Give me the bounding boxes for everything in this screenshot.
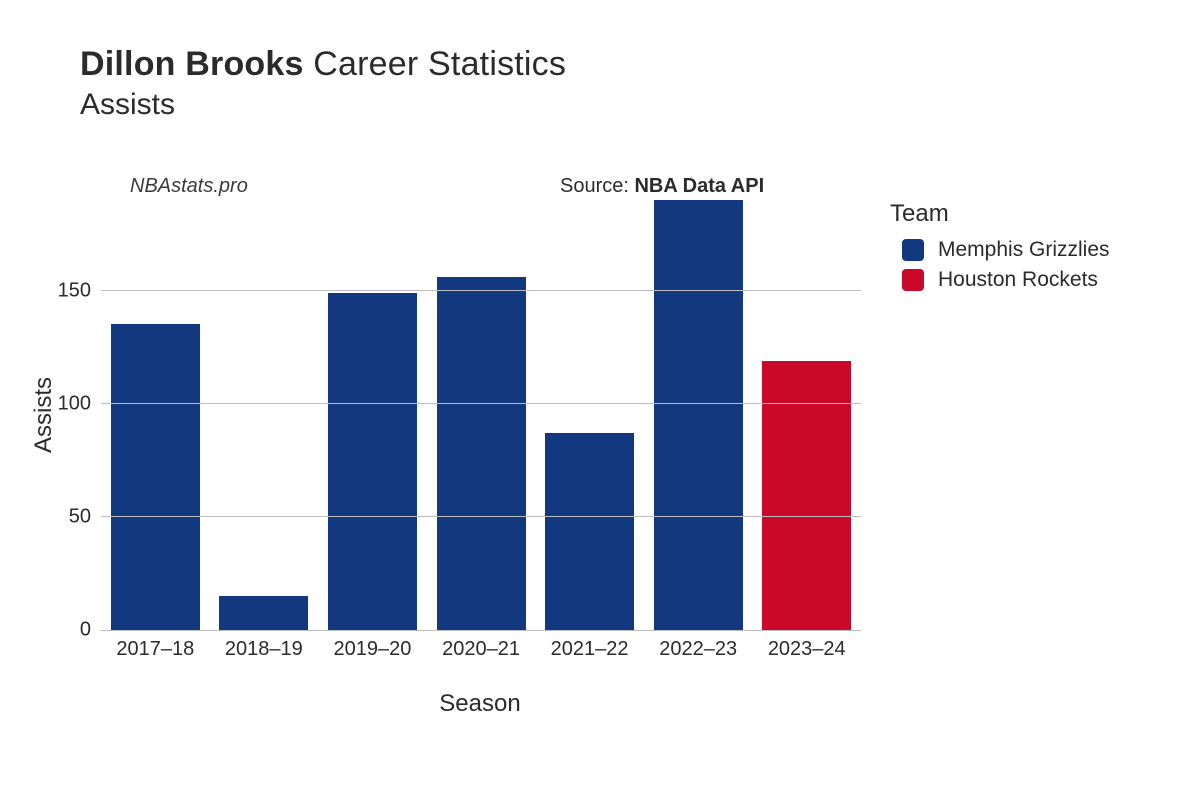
x-tick-label: 2022–23 [659,630,737,661]
legend-label: Houston Rockets [938,268,1098,292]
legend-title: Team [890,200,1110,228]
bars-group: 2017–182018–192019–202020–212021–222022–… [101,200,861,630]
x-tick-label: 2021–22 [551,630,629,661]
y-axis-title: Assists [32,200,56,630]
gridline [101,516,861,517]
bar [654,200,743,630]
chart-container: Dillon Brooks Career Statistics Assists … [0,0,1200,800]
gridline [101,290,861,291]
plot-area: 2017–182018–192019–202020–212021–222022–… [100,200,861,631]
source-prefix: Source: [560,175,634,197]
title-suffix: Career Statistics [313,45,566,83]
bar-slot: 2022–23 [644,200,753,630]
x-tick-label: 2017–18 [116,630,194,661]
chart-title: Dillon Brooks Career Statistics [80,45,566,84]
y-tick-label: 150 [58,279,101,302]
source-attribution: Source: NBA Data API [560,175,764,198]
x-tick-label: 2019–20 [334,630,412,661]
x-tick-label: 2020–21 [442,630,520,661]
legend: Team Memphis Grizzlies Houston Rockets [890,200,1110,298]
chart-subtitle: Assists [80,88,566,122]
y-tick-label: 100 [58,392,101,415]
watermark: NBAstats.pro [130,175,248,198]
bar [219,596,308,630]
x-axis-title: Season [100,690,860,718]
legend-label: Memphis Grizzlies [938,238,1110,262]
x-tick-label: 2023–24 [768,630,846,661]
x-tick-label: 2018–19 [225,630,303,661]
bar-slot: 2020–21 [427,200,536,630]
bar-slot: 2021–22 [535,200,644,630]
legend-item: Houston Rockets [890,268,1110,292]
gridline [101,403,861,404]
bar [545,433,634,630]
source-name: NBA Data API [634,175,764,197]
bar-slot: 2018–19 [210,200,319,630]
bar [111,324,200,630]
bar [437,277,526,630]
bar [328,293,417,630]
bar [762,361,851,630]
title-block: Dillon Brooks Career Statistics Assists [80,45,566,122]
bar-slot: 2023–24 [752,200,861,630]
legend-item: Memphis Grizzlies [890,238,1110,262]
legend-swatch [902,239,924,261]
bar-slot: 2019–20 [318,200,427,630]
legend-swatch [902,269,924,291]
player-name: Dillon Brooks [80,45,304,83]
y-tick-label: 50 [69,505,101,528]
bar-slot: 2017–18 [101,200,210,630]
y-tick-label: 0 [80,619,101,642]
